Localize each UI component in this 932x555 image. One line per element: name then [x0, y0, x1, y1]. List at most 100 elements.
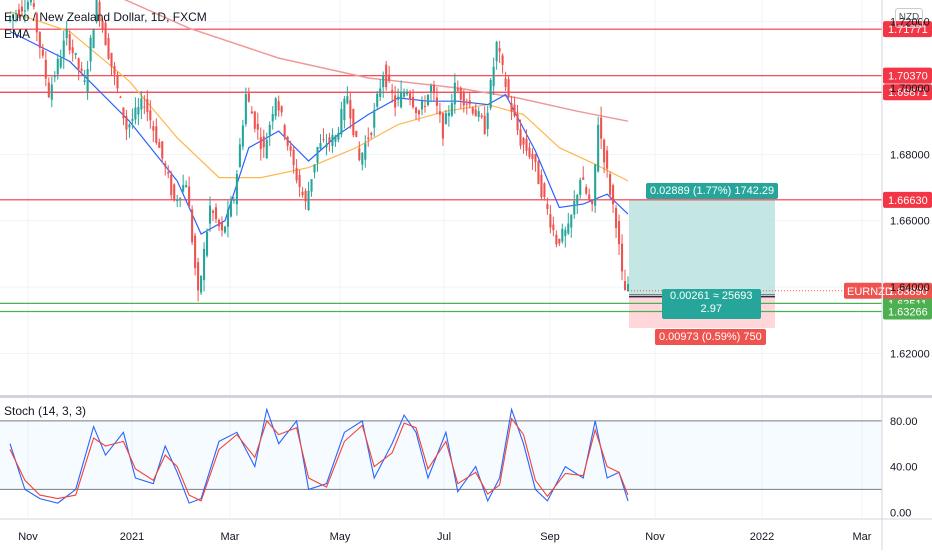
risk-reward-label[interactable]: 0.00261 ≈ 25693 2.97 [662, 288, 761, 319]
candle-body [567, 223, 570, 234]
candle-body [104, 22, 107, 46]
candle-body [474, 109, 477, 117]
candle-body [626, 284, 630, 292]
candle-body [480, 115, 483, 118]
candle-body [182, 185, 185, 192]
candle-body [370, 133, 373, 136]
y-tick-label: 1.68000 [890, 149, 930, 161]
candle-body [259, 137, 262, 150]
candle-body [340, 109, 343, 135]
candle-body [137, 107, 140, 115]
candle-body [355, 130, 358, 137]
candle-body [301, 191, 304, 196]
candle-body [101, 20, 104, 30]
candle-body [268, 124, 271, 135]
candle-body [194, 235, 197, 269]
candle-body [585, 187, 588, 194]
x-tick-label: Sep [540, 531, 560, 543]
candle-body [558, 238, 561, 244]
candle-body [56, 58, 59, 75]
stop-label[interactable]: 0.00973 (0.59%) 750 [655, 328, 766, 345]
level-tag-text: 1.70370 [888, 71, 928, 83]
candle-body [504, 78, 507, 87]
ema-slow-line [123, 0, 629, 122]
candle-body [519, 129, 522, 146]
candle-body [423, 105, 427, 107]
candle-body [14, 13, 18, 15]
candle-body [161, 141, 164, 159]
level-tag-1.69871 [883, 84, 932, 101]
candle-body [376, 93, 379, 107]
x-tick-label: May [330, 531, 351, 543]
candle-body [373, 109, 376, 128]
candle-body [197, 262, 200, 291]
symbol-title[interactable]: Euro / New Zealand Dollar, 1D, FXCM [4, 10, 207, 24]
target-label[interactable]: 0.02889 (1.77%) 1742.29 [646, 182, 779, 199]
candle-body [414, 107, 418, 113]
stoch-band-fill [0, 420, 882, 490]
candles [8, 0, 630, 302]
stoch-title[interactable]: Stoch (14, 3, 3) [4, 404, 87, 418]
candle-body [167, 172, 170, 174]
candle-body [516, 114, 519, 131]
candle-body [456, 88, 459, 91]
candle-body [113, 66, 116, 75]
candle-body [394, 95, 397, 108]
candle-body [95, 0, 98, 22]
candle-body [232, 199, 235, 201]
candle-body [20, 6, 23, 12]
candle-body [152, 126, 155, 131]
candle-body [400, 91, 403, 108]
candle-body [444, 113, 447, 124]
candle-body [349, 100, 352, 119]
candle-body [507, 79, 510, 97]
candle-body [379, 88, 382, 97]
candle-body [122, 107, 125, 119]
candle-body [41, 49, 44, 56]
candle-body [170, 174, 173, 196]
candle-body [331, 134, 334, 146]
candle-body [11, 14, 15, 19]
symbol-tag [844, 282, 882, 299]
candle-body [313, 164, 316, 173]
stoch-k-line [9, 407, 629, 504]
candle-body [594, 164, 597, 206]
candle-body [486, 112, 489, 130]
candle-body [465, 103, 468, 105]
candle-body [17, 9, 21, 16]
candle-body [397, 96, 400, 100]
candle-body [576, 194, 579, 204]
candle-body [176, 199, 179, 202]
last-price-tag [883, 282, 932, 299]
candle-body [450, 103, 453, 116]
candle-body [280, 106, 283, 113]
risk-reward-line2: 2.97 [700, 302, 722, 315]
candle-body [140, 98, 143, 110]
candle-body [211, 210, 215, 213]
candle-body [107, 37, 110, 59]
candle-body [26, 1, 29, 10]
candle-body [617, 221, 621, 245]
candle-body [438, 111, 441, 115]
x-tick-label: 2022 [750, 531, 774, 543]
candle-body [391, 90, 394, 94]
candle-body [134, 107, 137, 120]
candle-body [603, 139, 606, 163]
candle-body [68, 34, 71, 51]
currency-badge[interactable]: NZD [895, 8, 923, 28]
candle-body [8, 16, 12, 21]
candle-body [253, 111, 256, 129]
candle-body [471, 107, 474, 114]
candle-body [23, 10, 26, 12]
candle-body [226, 209, 229, 227]
candle-body [573, 200, 576, 215]
candle-body [62, 40, 65, 58]
candle-body [307, 190, 310, 211]
indicator-label[interactable]: EMA [4, 27, 31, 41]
candle-body [223, 226, 227, 233]
candle-body [623, 281, 627, 291]
candle-body [38, 32, 41, 48]
candle-body [191, 209, 194, 243]
candle-body [47, 82, 50, 98]
